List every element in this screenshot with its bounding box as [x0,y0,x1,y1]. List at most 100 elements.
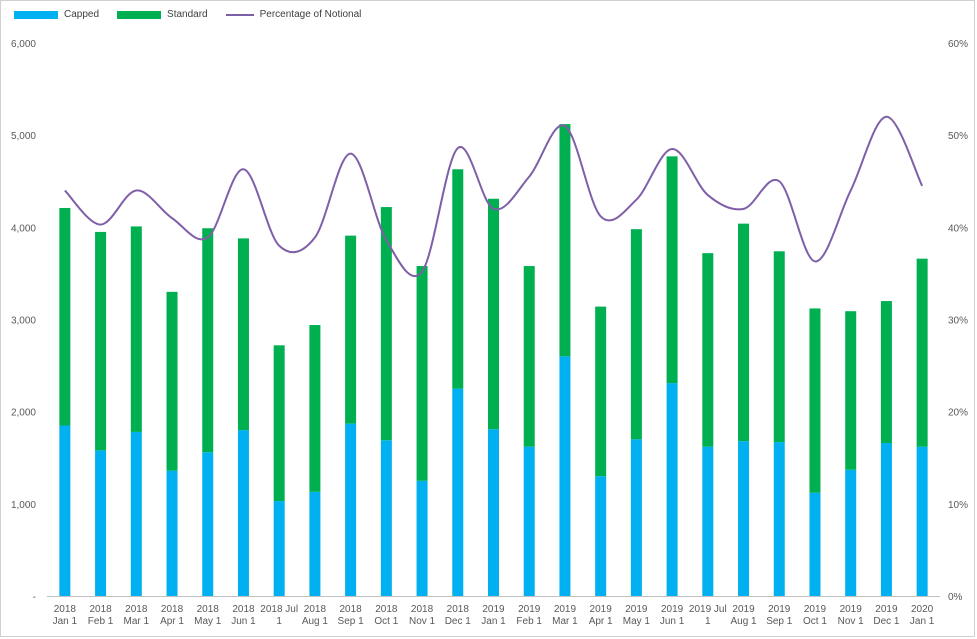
x-tick-label: 2018 Dec 1 [445,604,472,627]
bar-capped [59,425,71,596]
bar-capped [809,492,821,596]
bar-capped [273,501,285,596]
bar-standard [845,311,857,470]
bar-capped [666,383,678,596]
x-tick-label: 2018 Apr 1 [160,604,184,627]
bar-capped [380,440,392,596]
bar-capped [345,423,357,596]
x-tick-label: 2018 Jan 1 [53,604,78,627]
bar-standard [595,306,607,477]
bar-capped [880,443,892,596]
y-left-tick-label: 1,000 [11,500,36,511]
bar-standard [95,231,107,451]
x-tick-label: 2020 Jan 1 [910,604,935,627]
bar-standard [630,229,642,440]
x-tick-label: 2019 Sep 1 [766,604,793,627]
line-percentage-of-notional [64,115,924,278]
x-tick-label: 2019 Apr 1 [589,604,613,627]
y-right-tick-label: 30% [948,316,968,327]
x-tick-label: 2018 Nov 1 [409,604,436,627]
bar-capped [702,446,714,596]
bar-standard [916,258,928,447]
x-tick-label: 2019 Nov 1 [838,604,865,627]
x-tick-label: 2018 Feb 1 [88,604,114,627]
bar-standard [130,226,142,432]
y-right-tick-label: 50% [948,131,968,142]
y-right-tick-label: 20% [948,408,968,419]
y-left-tick-label: - [33,592,36,603]
bar-standard [237,238,249,431]
y-right-tick-label: 0% [948,592,963,603]
bar-capped [130,431,142,596]
x-tick-label: 2019 May 1 [623,604,651,627]
bar-standard [523,266,535,447]
x-tick-label: 2018 Jun 1 [231,604,256,627]
legend: Capped Standard Percentage of Notional [14,9,361,20]
bar-standard [702,253,714,447]
bar-capped [488,429,499,596]
bar-capped [845,469,857,596]
bar-capped [595,476,607,596]
y-left-tick-label: 2,000 [11,408,36,419]
bar-standard [309,325,321,492]
bar-capped [202,452,214,596]
bar-standard [345,235,357,424]
y-left-tick-label: 3,000 [11,316,36,327]
bar-capped [166,470,178,596]
y-left-tick-label: 4,000 [11,223,36,234]
x-tick-label: 2019 Aug 1 [730,604,757,627]
bar-standard [666,156,678,384]
bar-standard [452,169,464,389]
bar-capped [237,430,249,596]
x-tick-label: 2019 Jun 1 [660,604,685,627]
legend-swatch-percentage [225,13,254,16]
y-left-tick-label: 6,000 [11,39,36,50]
y-right-tick-label: 10% [948,500,968,511]
bar-capped [95,450,107,596]
legend-item-capped: Capped [14,9,99,20]
legend-swatch-capped [14,10,58,19]
x-tick-label: 2019 Jul 1 [689,604,727,627]
legend-item-percentage: Percentage of Notional [225,9,361,20]
x-tick-label: 2019 Jan 1 [481,604,506,627]
x-tick-label: 2019 Oct 1 [803,604,827,627]
legend-swatch-standard [117,10,162,19]
y-left-tick-label: 5,000 [11,131,36,142]
bar-standard [202,228,214,453]
bar-standard [273,345,285,502]
x-tick-label: 2019 Dec 1 [873,604,900,627]
legend-label-standard: Standard [167,9,208,20]
legend-label-capped: Capped [64,9,100,20]
x-tick-label: 2018 Mar 1 [124,604,150,627]
bar-capped [559,356,571,596]
bar-capped [309,491,321,596]
bar-capped [416,480,428,596]
x-tick-label: 2018 Aug 1 [302,604,329,627]
bar-standard [880,301,892,444]
bar-standard [59,207,71,426]
bar-standard [488,198,499,430]
bar-standard [809,308,821,493]
bar-standard [559,124,571,357]
bar-capped [773,442,785,596]
bar-standard [738,223,750,442]
bar-standard [773,251,785,443]
x-tick-label: 2019 Mar 1 [552,604,578,627]
x-tick-label: 2018 May 1 [194,604,222,627]
legend-item-standard: Standard [117,9,208,20]
bar-capped [738,441,750,596]
x-tick-label: 2019 Feb 1 [516,604,542,627]
bar-capped [523,446,535,596]
bar-capped [630,439,642,596]
bar-capped [452,388,464,596]
x-tick-label: 2018 Oct 1 [374,604,398,627]
bar-standard [166,291,178,471]
y-right-tick-label: 40% [948,223,968,234]
x-tick-label: 2018 Jul 1 [260,604,298,627]
y-right-tick-label: 60% [948,39,968,50]
x-tick-label: 2018 Sep 1 [338,604,365,627]
bar-capped [916,446,928,596]
bar-standard [416,266,428,481]
